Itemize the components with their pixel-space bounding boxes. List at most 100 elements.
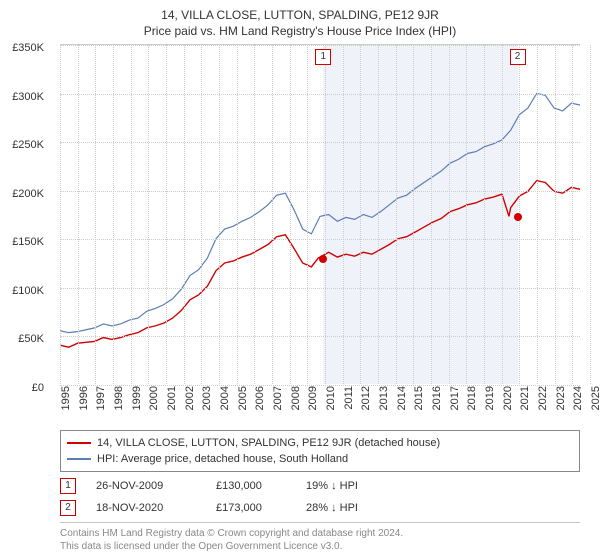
- gridline-v: [148, 45, 149, 384]
- footer: Contains HM Land Registry data © Crown c…: [60, 527, 580, 553]
- chart-subtitle: Price paid vs. HM Land Registry's House …: [10, 24, 590, 38]
- gridline-v: [396, 45, 397, 384]
- gridline-v: [95, 45, 96, 384]
- y-tick-label: £250K: [12, 139, 44, 151]
- point-marker-2: [514, 213, 522, 221]
- legend-label: HPI: Average price, detached house, Sout…: [97, 451, 348, 467]
- footer-line-2: This data is licensed under the Open Gov…: [60, 540, 580, 553]
- event-table: 1 26-NOV-2009 £130,000 19% ↓ HPI 2 18-NOV-202…: [60, 478, 580, 516]
- gridline-v: [237, 45, 238, 384]
- x-tick-label: 1995: [60, 386, 72, 410]
- gridline-v: [113, 45, 114, 384]
- y-axis: £0£50K£100K£150K£200K£250K£300K£350K: [0, 48, 48, 388]
- x-tick-label: 2025: [590, 386, 600, 410]
- event-date: 26-NOV-2009: [96, 480, 196, 492]
- gridline-v: [378, 45, 379, 384]
- legend: 14, VILLA CLOSE, LUTTON, SPALDING, PE12 …: [60, 430, 580, 472]
- x-tick-label: 2009: [307, 386, 319, 410]
- x-tick-label: 2013: [378, 386, 390, 410]
- legend-label: 14, VILLA CLOSE, LUTTON, SPALDING, PE12 …: [97, 435, 440, 451]
- x-axis: 1995 1996 1997 1998 1999 2000 2001 2002 2003 2004…: [60, 384, 580, 424]
- legend-swatch: [67, 458, 91, 460]
- x-tick-label: 2017: [449, 386, 461, 410]
- y-tick-label: £200K: [12, 188, 44, 200]
- event-row: 1 26-NOV-2009 £130,000 19% ↓ HPI: [60, 478, 580, 494]
- x-tick-label: 2012: [360, 386, 372, 410]
- point-marker-1: [319, 255, 327, 263]
- x-tick-label: 2024: [572, 386, 584, 410]
- x-tick-label: 2022: [537, 386, 549, 410]
- x-tick-label: 2003: [201, 386, 213, 410]
- marker-box-2: 2: [510, 49, 526, 65]
- x-tick-label: 2010: [325, 386, 337, 410]
- gridline-v: [502, 45, 503, 384]
- marker-box-1: 1: [315, 49, 331, 65]
- gridline-v: [537, 45, 538, 384]
- gridline-v: [343, 45, 344, 384]
- y-tick-label: £300K: [12, 91, 44, 103]
- x-tick-label: 1998: [113, 386, 125, 410]
- x-tick-label: 2004: [219, 386, 231, 410]
- x-tick-label: 2019: [484, 386, 496, 410]
- separator: [60, 522, 580, 523]
- x-tick-label: 2020: [502, 386, 514, 410]
- gridline-v: [307, 45, 308, 384]
- x-tick-label: 2015: [413, 386, 425, 410]
- gridline-v: [413, 45, 414, 384]
- x-tick-label: 2001: [166, 386, 178, 410]
- gridline-v: [201, 45, 202, 384]
- x-tick-label: 2018: [466, 386, 478, 410]
- gridline-v: [219, 45, 220, 384]
- x-tick-label: 1996: [78, 386, 90, 410]
- y-tick-label: £50K: [18, 333, 44, 345]
- event-date: 18-NOV-2020: [96, 502, 196, 514]
- y-tick-label: £100K: [12, 285, 44, 297]
- gridline-v: [431, 45, 432, 384]
- legend-row: 14, VILLA CLOSE, LUTTON, SPALDING, PE12 …: [67, 435, 573, 451]
- x-tick-label: 2016: [431, 386, 443, 410]
- gridline-v: [449, 45, 450, 384]
- plot-area: 12: [60, 44, 580, 384]
- event-row: 2 18-NOV-2020 £173,000 28% ↓ HPI: [60, 500, 580, 516]
- chart-container: 14, VILLA CLOSE, LUTTON, SPALDING, PE12 …: [0, 0, 600, 560]
- gridline-v: [290, 45, 291, 384]
- gridline-v: [166, 45, 167, 384]
- y-tick-label: £0: [32, 382, 44, 394]
- x-tick-label: 2006: [254, 386, 266, 410]
- gridline-v: [272, 45, 273, 384]
- event-price: £130,000: [216, 480, 286, 492]
- gridline-v: [572, 45, 573, 384]
- footer-line-1: Contains HM Land Registry data © Crown c…: [60, 527, 580, 540]
- x-tick-label: 2002: [184, 386, 196, 410]
- x-tick-label: 2021: [519, 386, 531, 410]
- event-delta: 19% ↓ HPI: [306, 480, 396, 492]
- x-tick-label: 2000: [148, 386, 160, 410]
- legend-swatch: [67, 442, 91, 444]
- event-delta: 28% ↓ HPI: [306, 502, 396, 514]
- gridline-v: [254, 45, 255, 384]
- x-tick-label: 2007: [272, 386, 284, 410]
- gridline-v: [184, 45, 185, 384]
- x-tick-label: 2014: [396, 386, 408, 410]
- gridline-v: [360, 45, 361, 384]
- x-tick-label: 2023: [555, 386, 567, 410]
- legend-row: HPI: Average price, detached house, Sout…: [67, 451, 573, 467]
- x-tick-label: 1999: [131, 386, 143, 410]
- gridline-v: [131, 45, 132, 384]
- y-tick-label: £350K: [12, 42, 44, 54]
- x-tick-label: 2005: [237, 386, 249, 410]
- x-tick-label: 2011: [343, 386, 355, 410]
- x-tick-label: 2008: [290, 386, 302, 410]
- y-tick-label: £150K: [12, 236, 44, 248]
- gridline-v: [590, 45, 591, 384]
- event-marker-box: 1: [60, 478, 76, 494]
- event-marker-box: 2: [60, 500, 76, 516]
- event-price: £173,000: [216, 502, 286, 514]
- gridline-v: [555, 45, 556, 384]
- chart-title: 14, VILLA CLOSE, LUTTON, SPALDING, PE12 …: [10, 8, 590, 22]
- gridline-v: [484, 45, 485, 384]
- gridline-v: [466, 45, 467, 384]
- gridline-v: [78, 45, 79, 384]
- x-tick-label: 1997: [95, 386, 107, 410]
- gridline-v: [325, 45, 326, 384]
